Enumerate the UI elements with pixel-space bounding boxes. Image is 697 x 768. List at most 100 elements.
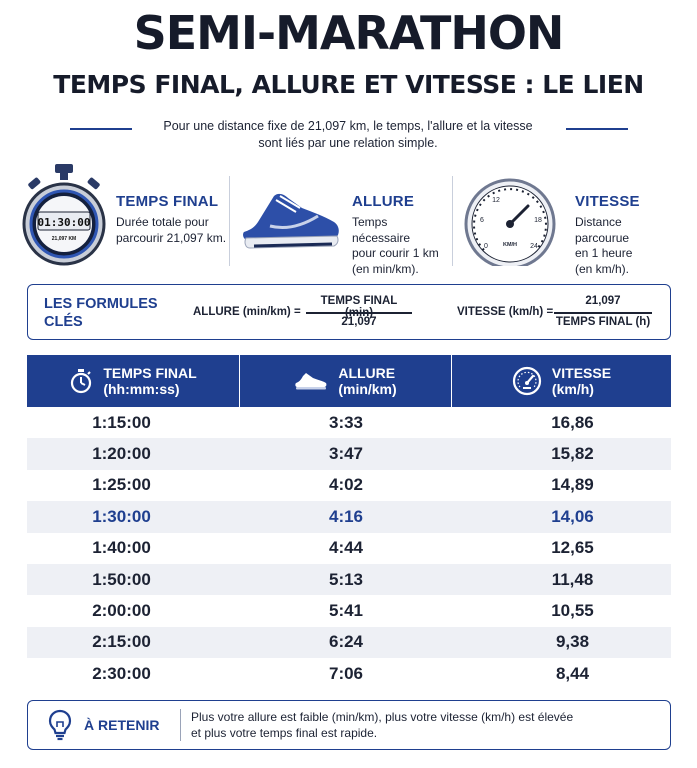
gauge-unit: KM/H (503, 242, 517, 248)
cell-vitesse: 16,86 (551, 412, 594, 432)
stopwatch-icon (69, 368, 93, 394)
retenir-divider (180, 709, 181, 741)
gauge-label-0: 0 (484, 243, 488, 250)
cell-vitesse: 10,55 (551, 601, 594, 621)
header-temps-l2: (hh:mm:ss) (103, 381, 180, 397)
table-row: 2:30:00 7:06 8,44 (27, 658, 671, 690)
formula-vitesse-label: VITESSE (km/h) = (457, 306, 554, 318)
gauge-label-12: 12 (492, 197, 500, 204)
table-row: 1:25:00 4:02 14,89 (27, 469, 671, 502)
retenir-box: À RETENIR Plus votre allure est faible (… (27, 700, 671, 750)
card-temps-desc: Durée totale pour parcourir 21,097 km. (116, 215, 226, 246)
table-row: 1:20:00 3:47 15,82 (27, 438, 671, 470)
card-divider (452, 176, 453, 266)
shoe-icon (294, 371, 328, 391)
cell-vitesse: 14,06 (551, 506, 594, 526)
cell-temps-final: 1:50:00 (92, 569, 151, 589)
cell-vitesse: 15,82 (551, 444, 594, 464)
gauge-label-18: 18 (534, 217, 542, 224)
card-divider (229, 176, 230, 266)
cell-temps-final: 2:00:00 (92, 601, 151, 621)
card-temps-desc-2: parcourir 21,097 km. (116, 230, 227, 245)
table-row: 2:15:00 6:24 9,38 (27, 626, 671, 659)
speedometer-gauge-icon: 0 6 12 18 24 KM/H (464, 178, 556, 266)
cell-temps-final: 1:25:00 (92, 475, 151, 495)
formulas-title-2: CLÉS (44, 314, 83, 330)
page-subtitle: TEMPS FINAL, ALLURE ET VITESSE : LE LIEN (53, 70, 644, 99)
card-vitesse-desc-3: (en km/h). (575, 261, 630, 276)
cell-allure: 3:47 (328, 444, 364, 464)
formula-vitesse-fraction-bar (554, 312, 652, 314)
running-shoe-icon (243, 193, 339, 249)
cell-temps-final: 1:15:00 (92, 412, 151, 432)
gauge-label-6: 6 (480, 217, 484, 224)
formulas-box: LES FORMULES CLÉS ALLURE (min/km) = TEMP… (27, 284, 671, 340)
stopwatch-icon: 01:30:00 21,097 KM (22, 164, 106, 266)
table-body: 1:15:00 3:33 16,86 1:20:00 3:47 15,82 1:25:00 4… (27, 407, 671, 690)
formula-allure-denominator: 21,097 (341, 316, 377, 328)
formula-allure-fraction-bar (306, 312, 412, 314)
cell-vitesse: 12,65 (551, 538, 594, 558)
formulas-title: LES FORMULES CLÉS (44, 295, 158, 331)
formulas-title-1: LES FORMULES (44, 296, 158, 312)
table-row: 1:50:00 5:13 11,48 (27, 563, 671, 596)
cell-allure: 5:13 (328, 569, 364, 589)
card-temps-final: 01:30:00 21,097 KM TEMPS FINAL Durée tot… (22, 160, 227, 272)
cell-temps-final: 2:30:00 (92, 663, 151, 683)
cell-allure: 5:41 (328, 601, 364, 621)
card-vitesse-desc: Distance parcourue en 1 heure (en km/h). (575, 215, 677, 277)
header-allure-text: ALLURE (min/km) (338, 365, 396, 397)
cell-allure: 3:33 (328, 412, 364, 432)
cell-temps-final: 1:20:00 (92, 444, 151, 464)
intro-line-1: Pour une distance fixe de 21,097 km, le … (163, 119, 533, 133)
card-allure-title: ALLURE (352, 193, 415, 210)
card-allure-desc: Temps nécessaire pour courir 1 km (en mi… (352, 215, 448, 277)
cell-vitesse: 8,44 (555, 663, 590, 683)
retenir-line-1: Plus votre allure est faible (min/km), p… (191, 710, 574, 724)
header-allure-l1: ALLURE (338, 365, 396, 381)
cell-temps-final: 2:15:00 (92, 632, 151, 652)
cell-vitesse: 11,48 (551, 569, 594, 589)
intro-line-2: sont liés par une relation simple. (258, 136, 438, 150)
header-vitesse-l1: VITESSE (551, 365, 612, 381)
formula-allure-numerator: TEMPS FINAL (min) (320, 295, 398, 319)
card-allure-desc-2: pour courir 1 km (352, 246, 439, 260)
pace-table: TEMPS FINAL (hh:mm:ss) ALLURE (min/km) (27, 355, 671, 690)
table-row: 1:15:00 3:33 16,86 (27, 407, 671, 439)
card-vitesse-desc-2: en 1 heure (575, 246, 633, 260)
card-vitesse-desc-1: Distance parcourue (575, 215, 630, 245)
cell-temps-final: 1:30:00 (92, 506, 151, 526)
stopwatch-time: 01:30:00 (38, 216, 91, 229)
speedometer-icon (512, 366, 542, 396)
retenir-title: À RETENIR (84, 717, 160, 733)
header-vitesse-l2: (km/h) (551, 381, 594, 397)
card-allure-desc-3: (en min/km). (352, 261, 419, 276)
cell-allure: 4:02 (328, 475, 364, 495)
card-vitesse-title: VITESSE (575, 193, 640, 210)
card-temps-desc-1: Durée totale pour (116, 215, 209, 229)
header-temps-l1: TEMPS FINAL (103, 365, 197, 381)
cell-temps-final: 1:40:00 (92, 538, 151, 558)
card-allure-desc-1: Temps nécessaire (352, 215, 411, 245)
intro-text: Pour une distance fixe de 21,097 km, le … (138, 118, 558, 152)
cell-vitesse: 14,89 (551, 475, 594, 495)
formula-allure-label: ALLURE (min/km) = (193, 306, 301, 318)
table-header: TEMPS FINAL (hh:mm:ss) ALLURE (min/km) (27, 355, 671, 407)
cell-allure: 4:16 (328, 506, 364, 526)
formula-vitesse-numerator: 21,097 (585, 295, 621, 307)
cell-allure: 7:06 (328, 663, 364, 683)
gauge-label-24: 24 (530, 243, 538, 250)
card-vitesse: 0 6 12 18 24 KM/H VITESSE Distance parco… (462, 160, 677, 276)
card-allure: ALLURE Temps nécessaire pour courir 1 km… (238, 160, 448, 276)
table-row: 2:00:00 5:41 10,55 (27, 595, 671, 627)
retenir-text: Plus votre allure est faible (min/km), p… (191, 709, 661, 741)
intro-left-rule (70, 128, 132, 130)
intro-right-rule (566, 128, 628, 130)
card-temps-title: TEMPS FINAL (116, 193, 219, 210)
stopwatch-distance: 21,097 KM (52, 236, 76, 242)
formula-vitesse-denominator: TEMPS FINAL (h) (555, 316, 651, 328)
header-temps-text: TEMPS FINAL (hh:mm:ss) (103, 365, 196, 397)
retenir-line-2: et plus votre temps final est rapide. (191, 726, 378, 740)
header-temps-final: TEMPS FINAL (hh:mm:ss) (27, 355, 240, 407)
cell-allure: 6:24 (328, 632, 364, 652)
